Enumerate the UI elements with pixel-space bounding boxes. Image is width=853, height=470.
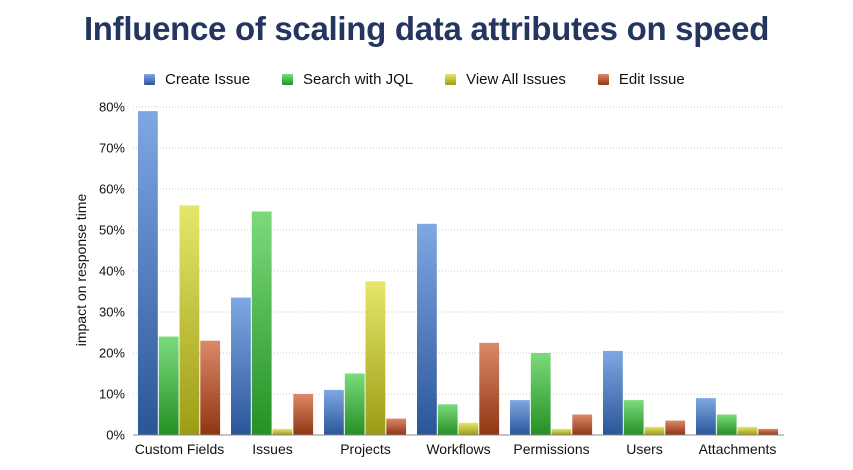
- bar-projects-view-all-issues: [365, 281, 386, 436]
- y-tick-label-20: 20%: [99, 346, 125, 361]
- bar-permissions-search-with-jql: [530, 353, 551, 435]
- bar-projects-create-issue: [324, 389, 344, 435]
- bar-issues-edit-issue: [293, 394, 314, 435]
- y-tick-label-40: 40%: [99, 264, 125, 279]
- bar-attachments-search-with-jql: [716, 414, 737, 435]
- bar-projects-edit-issue: [386, 418, 407, 435]
- legend-item-create-issue: Create Issue: [144, 71, 250, 88]
- bar-users-view-all-issues: [644, 426, 665, 435]
- bar-users-create-issue: [603, 350, 623, 435]
- x-tick-label-custom-fields: Custom Fields: [135, 441, 224, 457]
- gridlines: [133, 106, 784, 395]
- legend-swatch-edit-issue: [597, 73, 609, 85]
- legend-item-view-all-issues: View All Issues: [445, 71, 566, 88]
- legend-label-view-all-issues: View All Issues: [466, 70, 566, 88]
- y-tick-label-0: 0%: [106, 428, 125, 443]
- y-tick-label-10: 10%: [99, 387, 125, 402]
- legend-label-search-with-jql: Search with JQL: [303, 70, 414, 88]
- bar-custom-fields-view-all-issues: [179, 205, 200, 435]
- chart-legend: Create Issue Search with JQL View All Is…: [144, 70, 717, 88]
- bar-permissions-create-issue: [510, 400, 530, 435]
- bar-attachments-edit-issue: [758, 428, 779, 435]
- x-tick-label-permissions: Permissions: [513, 441, 589, 457]
- bars: [138, 111, 779, 436]
- x-tick-label-users: Users: [626, 441, 663, 457]
- x-tick-label-projects: Projects: [340, 441, 391, 457]
- y-axis-title: impact on response time: [73, 194, 89, 347]
- x-tick-label-attachments: Attachments: [699, 441, 777, 457]
- y-tick-label-80: 80%: [99, 100, 125, 115]
- legend-label-create-issue: Create Issue: [165, 70, 251, 88]
- bar-users-search-with-jql: [623, 400, 644, 435]
- x-tick-label-issues: Issues: [252, 441, 292, 457]
- bar-custom-fields-search-with-jql: [158, 336, 179, 435]
- legend-swatch-create-issue: [144, 73, 155, 85]
- legend-item-search-with-jql: Search with JQL: [282, 71, 413, 88]
- legend-item-edit-issue: Edit Issue: [597, 70, 685, 88]
- bar-workflows-view-all-issues: [458, 422, 479, 435]
- bar-workflows-edit-issue: [479, 342, 500, 436]
- bar-issues-view-all-issues: [272, 428, 293, 435]
- bar-attachments-create-issue: [696, 398, 716, 435]
- bar-issues-create-issue: [231, 297, 251, 435]
- y-tick-label-70: 70%: [99, 141, 125, 156]
- y-tick-label-60: 60%: [99, 182, 125, 197]
- legend-swatch-view-all-issues: [445, 73, 457, 85]
- bar-projects-search-with-jql: [344, 373, 365, 435]
- bar-workflows-search-with-jql: [437, 404, 458, 436]
- legend-swatch-search-with-jql: [282, 73, 294, 85]
- bar-permissions-edit-issue: [572, 414, 593, 435]
- bar-attachments-view-all-issues: [737, 426, 758, 435]
- chart-title: Influence of scaling data attributes on …: [83, 10, 770, 47]
- axes: 0% 10% 20% 30% 40% 50% 60% 70% 80% Custom Fields I…: [99, 100, 784, 457]
- bar-permissions-view-all-issues: [551, 428, 572, 435]
- bar-users-edit-issue: [665, 420, 686, 435]
- y-tick-label-30: 30%: [99, 305, 125, 320]
- y-tick-label-50: 50%: [99, 223, 125, 238]
- bar-issues-search-with-jql: [251, 211, 272, 435]
- bar-custom-fields-create-issue: [138, 111, 158, 435]
- bar-workflows-create-issue: [417, 223, 437, 435]
- legend-label-edit-issue: Edit Issue: [618, 70, 685, 88]
- x-tick-label-workflows: Workflows: [426, 441, 490, 457]
- bar-custom-fields-edit-issue: [200, 340, 221, 435]
